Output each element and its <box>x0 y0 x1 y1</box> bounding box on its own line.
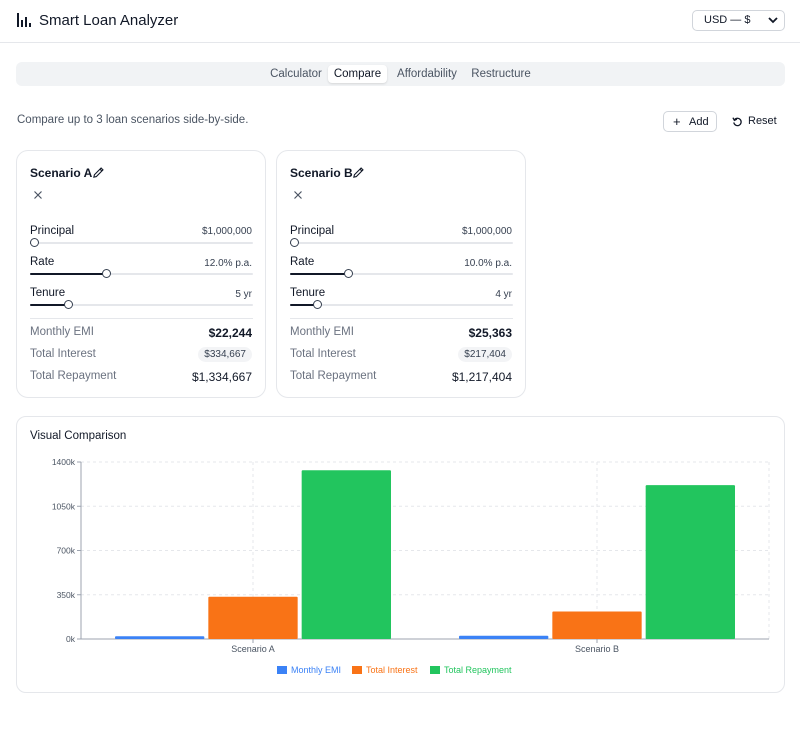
principal-label: Principal <box>290 225 335 237</box>
interest-value-badge: $334,667 <box>198 347 252 362</box>
legend-swatch <box>352 666 362 674</box>
tenure-slider[interactable] <box>30 300 253 309</box>
principal-slider-thumb[interactable] <box>290 238 300 247</box>
rate-label: Rate <box>30 256 55 268</box>
repayment-label: Total Repayment <box>30 370 117 382</box>
comparison-chart: 0k 350k 700k 1050k 1400k Scenario A Scenario B… <box>52 457 770 675</box>
rate-value: 12.0% p.a. <box>204 258 252 269</box>
legend-swatch <box>430 666 440 674</box>
tenure-value: 5 yr <box>235 289 252 300</box>
tenure-label: Tenure <box>30 287 66 299</box>
scenario-card: Scenario A Principal $1,000,000 Rate 12.… <box>16 150 266 398</box>
interest-value-badge: $217,404 <box>458 347 512 362</box>
tab-bar: Calculator Compare Affordability Restruc… <box>16 62 785 86</box>
principal-slider[interactable] <box>290 238 513 247</box>
rate-value: 10.0% p.a. <box>464 258 512 269</box>
rate-slider[interactable] <box>290 269 513 278</box>
bar-total-repayment <box>301 470 391 639</box>
rate-label: Rate <box>290 256 315 268</box>
principal-slider-thumb[interactable] <box>30 238 40 247</box>
rate-slider-thumb[interactable] <box>101 269 111 278</box>
tenure-slider-thumb[interactable] <box>312 300 322 309</box>
plus-icon: + <box>673 114 681 129</box>
scenario-name[interactable]: Scenario B <box>290 166 353 180</box>
comparison-chart-card: Visual Comparison 0k 350k 700k 1050k 1400k Sc… <box>16 416 785 693</box>
bar-chart-icon <box>17 13 33 27</box>
card-divider <box>30 318 253 319</box>
legend-label: Total Repayment <box>444 665 512 675</box>
close-icon[interactable] <box>293 190 303 200</box>
tab-affordability[interactable]: Affordability <box>397 68 457 80</box>
bar-monthly-emi <box>115 636 205 639</box>
legend-swatch <box>277 666 287 674</box>
tab-restructure[interactable]: Restructure <box>471 68 531 80</box>
repayment-value: $1,334,667 <box>191 370 252 384</box>
add-scenario-button[interactable]: + Add <box>663 111 717 132</box>
pencil-icon[interactable] <box>92 166 105 179</box>
tab-compare[interactable]: Compare <box>328 65 387 83</box>
tenure-slider-fill <box>30 304 68 306</box>
chart-title: Visual Comparison <box>30 430 127 442</box>
currency-select[interactable]: USD — $ <box>692 10 785 31</box>
legend-label: Total Interest <box>366 665 418 675</box>
scenario-card: Scenario B Principal $1,000,000 Rate 10.… <box>276 150 526 398</box>
bar-monthly-emi <box>459 635 549 639</box>
tenure-label: Tenure <box>290 287 326 299</box>
emi-label: Monthly EMI <box>290 326 354 338</box>
app-title: Smart Loan Analyzer <box>39 12 179 29</box>
principal-slider[interactable] <box>30 238 253 247</box>
app-header: Smart Loan Analyzer USD — $ <box>0 0 800 43</box>
reset-label: Reset <box>748 115 777 127</box>
y-tick-label: 700k <box>57 546 76 556</box>
x-tick-label: Scenario B <box>575 644 619 654</box>
scenario-name[interactable]: Scenario A <box>30 166 93 180</box>
y-tick-label: 350k <box>57 590 76 600</box>
principal-value: $1,000,000 <box>201 226 252 237</box>
add-label: Add <box>689 116 709 128</box>
principal-value: $1,000,000 <box>461 226 512 237</box>
interest-label: Total Interest <box>30 348 96 360</box>
bar-total-repayment <box>645 485 735 639</box>
principal-label: Principal <box>30 225 75 237</box>
interest-label: Total Interest <box>290 348 356 360</box>
rate-slider-thumb[interactable] <box>343 269 353 278</box>
y-tick-label: 1400k <box>52 457 76 467</box>
pencil-icon[interactable] <box>352 166 365 179</box>
reset-icon <box>732 117 742 127</box>
bar-total-interest <box>552 611 642 639</box>
emi-value: $22,244 <box>208 326 252 340</box>
currency-value: USD — $ <box>704 14 751 26</box>
legend-label: Monthly EMI <box>291 665 341 675</box>
emi-label: Monthly EMI <box>30 326 94 338</box>
tenure-value: 4 yr <box>495 289 512 300</box>
tenure-slider-thumb[interactable] <box>63 300 73 309</box>
chevron-down-icon <box>768 17 778 24</box>
rate-slider-fill <box>290 273 348 275</box>
reset-button[interactable]: Reset <box>728 111 782 132</box>
tenure-slider-fill <box>290 304 317 306</box>
card-divider <box>290 318 513 319</box>
repayment-value: $1,217,404 <box>451 370 512 384</box>
x-tick-label: Scenario A <box>231 644 275 654</box>
close-icon[interactable] <box>33 190 43 200</box>
y-tick-label: 1050k <box>52 501 76 511</box>
rate-slider[interactable] <box>30 269 253 278</box>
emi-value: $25,363 <box>468 326 512 340</box>
rate-slider-fill <box>30 273 106 275</box>
tab-calculator[interactable]: Calculator <box>270 68 322 80</box>
y-tick-label: 0k <box>66 634 76 644</box>
bar-total-interest <box>208 596 298 639</box>
tenure-slider[interactable] <box>290 300 513 309</box>
repayment-label: Total Repayment <box>290 370 377 382</box>
compare-intro: Compare up to 3 loan scenarios side-by-s… <box>17 114 249 126</box>
